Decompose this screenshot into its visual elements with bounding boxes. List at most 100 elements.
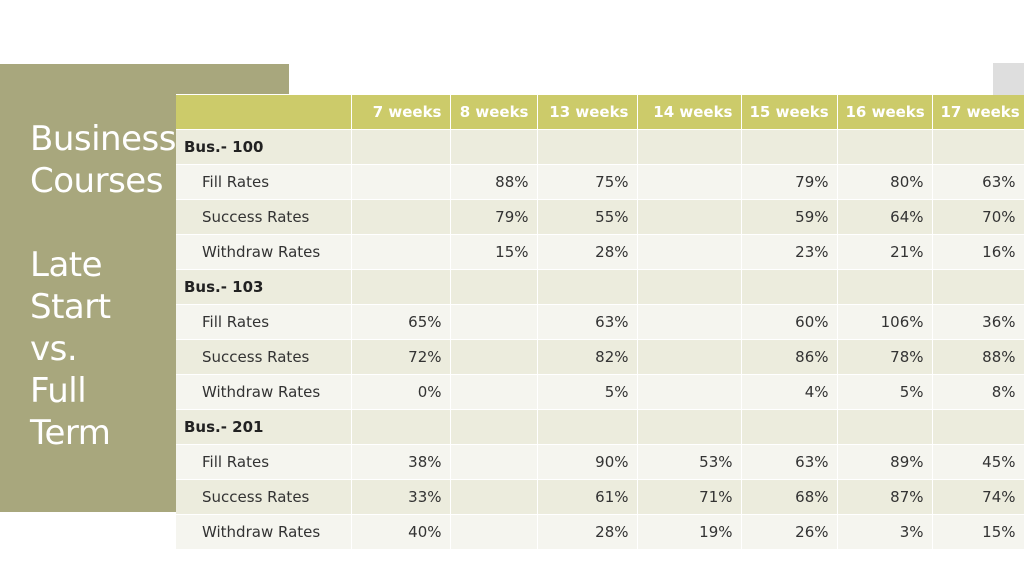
- rate-value: [637, 339, 742, 375]
- rate-value: 5%: [537, 374, 638, 410]
- empty-cell: [637, 129, 742, 165]
- rate-value: 28%: [537, 234, 638, 270]
- metric-label: Withdraw Rates: [176, 514, 352, 550]
- group-row: Bus.- 103: [176, 269, 1024, 305]
- rate-value: [637, 304, 742, 340]
- corner-decoration: [993, 63, 1024, 95]
- rate-value: 33%: [351, 479, 451, 515]
- course-name: Bus.- 103: [176, 269, 352, 305]
- rate-value: 86%: [741, 339, 838, 375]
- column-header: 7 weeks: [351, 95, 451, 130]
- rate-value: 90%: [537, 444, 638, 480]
- rate-value: 61%: [537, 479, 638, 515]
- rate-value: 63%: [932, 164, 1024, 200]
- rate-value: [351, 199, 451, 235]
- rate-value: 106%: [837, 304, 933, 340]
- table-row: Withdraw Rates 15% 28% 23% 21% 16%: [176, 234, 1024, 270]
- rate-value: 64%: [837, 199, 933, 235]
- metric-label: Fill Rates: [176, 444, 352, 480]
- empty-cell: [537, 129, 638, 165]
- rate-value: 68%: [741, 479, 838, 515]
- slide-title: Business Courses Late Start vs. Full Ter…: [30, 118, 176, 454]
- rate-value: 40%: [351, 514, 451, 550]
- metric-label: Fill Rates: [176, 304, 352, 340]
- empty-cell: [450, 269, 538, 305]
- empty-cell: [741, 129, 838, 165]
- rate-value: 87%: [837, 479, 933, 515]
- metric-label: Withdraw Rates: [176, 374, 352, 410]
- rate-value: [637, 164, 742, 200]
- empty-cell: [932, 409, 1024, 445]
- rate-value: 88%: [932, 339, 1024, 375]
- metric-label: Success Rates: [176, 199, 352, 235]
- rate-value: 8%: [932, 374, 1024, 410]
- empty-cell: [837, 409, 933, 445]
- table-row: Success Rates 79% 55% 59% 64% 70%: [176, 199, 1024, 235]
- empty-cell: [537, 269, 638, 305]
- rate-value: 38%: [351, 444, 451, 480]
- subtitle-line-4: Full: [30, 371, 87, 411]
- rate-value: 65%: [351, 304, 451, 340]
- rate-value: 82%: [537, 339, 638, 375]
- rate-value: 79%: [450, 199, 538, 235]
- rate-value: 26%: [741, 514, 838, 550]
- rate-value: [351, 164, 451, 200]
- rate-value: 15%: [450, 234, 538, 270]
- group-row: Bus.- 100: [176, 129, 1024, 165]
- rate-value: 60%: [741, 304, 838, 340]
- empty-cell: [932, 129, 1024, 165]
- subtitle-line-5: Term: [30, 413, 111, 453]
- rate-value: [637, 234, 742, 270]
- column-header: 17 weeks: [932, 95, 1024, 130]
- rate-value: 59%: [741, 199, 838, 235]
- rate-value: 36%: [932, 304, 1024, 340]
- header-corner-cell: [176, 95, 352, 130]
- subtitle-line-2: Start: [30, 287, 111, 327]
- column-header: 16 weeks: [837, 95, 933, 130]
- table-row: Withdraw Rates 40% 28% 19% 26% 3% 15%: [176, 514, 1024, 550]
- rate-value: 15%: [932, 514, 1024, 550]
- rate-value: 4%: [741, 374, 838, 410]
- rate-value: 89%: [837, 444, 933, 480]
- metric-label: Success Rates: [176, 339, 352, 375]
- empty-cell: [450, 409, 538, 445]
- rate-value: [450, 339, 538, 375]
- rate-value: [637, 374, 742, 410]
- metric-label: Success Rates: [176, 479, 352, 515]
- empty-cell: [932, 269, 1024, 305]
- subtitle-line-3: vs.: [30, 329, 78, 369]
- course-name: Bus.- 100: [176, 129, 352, 165]
- empty-cell: [637, 269, 742, 305]
- rate-value: 72%: [351, 339, 451, 375]
- table-header-row: 7 weeks 8 weeks 13 weeks 14 weeks 15 weeks 16…: [176, 95, 1024, 130]
- rate-value: 63%: [741, 444, 838, 480]
- empty-cell: [837, 269, 933, 305]
- title-line-2: Courses: [30, 161, 163, 201]
- rate-value: 63%: [537, 304, 638, 340]
- table-row: Fill Rates 88% 75% 79% 80% 63%: [176, 164, 1024, 200]
- table-row: Withdraw Rates 0% 5% 4% 5% 8%: [176, 374, 1024, 410]
- metric-label: Withdraw Rates: [176, 234, 352, 270]
- rate-value: 74%: [932, 479, 1024, 515]
- rate-value: 0%: [351, 374, 451, 410]
- empty-cell: [637, 409, 742, 445]
- course-rates-table: 7 weeks 8 weeks 13 weeks 14 weeks 15 weeks 16…: [176, 95, 1024, 550]
- table-row: Fill Rates 38% 90% 53% 63% 89% 45%: [176, 444, 1024, 480]
- metric-label: Fill Rates: [176, 164, 352, 200]
- empty-cell: [450, 129, 538, 165]
- rate-value: 55%: [537, 199, 638, 235]
- rate-value: 80%: [837, 164, 933, 200]
- rate-value: 28%: [537, 514, 638, 550]
- side-panel: [0, 64, 176, 512]
- rate-value: 78%: [837, 339, 933, 375]
- rate-value: 23%: [741, 234, 838, 270]
- rate-value: [450, 479, 538, 515]
- rate-value: 53%: [637, 444, 742, 480]
- column-header: 14 weeks: [637, 95, 742, 130]
- group-row: Bus.- 201: [176, 409, 1024, 445]
- table-row: Success Rates 33% 61% 71% 68% 87% 74%: [176, 479, 1024, 515]
- empty-cell: [741, 269, 838, 305]
- subtitle-line-1: Late: [30, 245, 103, 285]
- rate-value: [450, 374, 538, 410]
- rate-value: 45%: [932, 444, 1024, 480]
